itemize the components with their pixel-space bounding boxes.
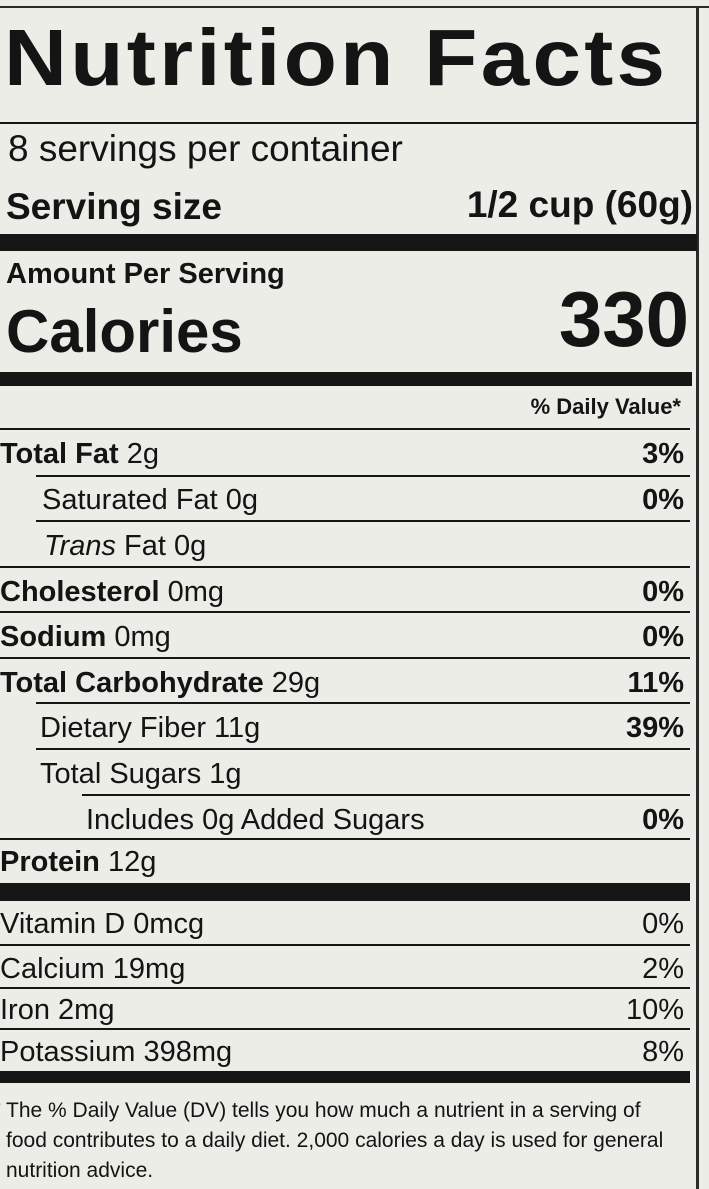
daily-value-header: % Daily Value* xyxy=(530,394,681,419)
daily-value-footnote: *The % Daily Value (DV) tells you how mu… xyxy=(0,1096,686,1186)
nutrient-row-total-sugars: Total Sugars 1g xyxy=(0,750,690,795)
nutrient-row-protein: Protein 12g xyxy=(0,838,690,883)
vitamin-row-iron: Iron 2mg 10% xyxy=(0,986,690,1031)
vitamin-daily-value: 10% xyxy=(625,994,684,1026)
calories-value: 330 xyxy=(558,275,689,363)
calories-thick-divider xyxy=(0,372,692,386)
footnote-thick-divider xyxy=(0,1071,690,1083)
row-divider xyxy=(0,838,690,840)
nutrient-daily-value: 11% xyxy=(627,667,684,699)
nutrient-label: Total Sugars 1g xyxy=(40,758,242,790)
row-divider xyxy=(0,611,690,613)
vitamin-label: Calcium 19mg xyxy=(0,953,186,985)
nutrient-row-added-sugars: Includes 0g Added Sugars 0% xyxy=(0,796,690,841)
footnote-marker: * xyxy=(0,1092,1,1122)
servings-per-container: 8 servings per container xyxy=(8,128,403,169)
label-top-border xyxy=(0,6,709,8)
vitamin-label: Potassium 398mg xyxy=(0,1036,233,1068)
nutrient-label: Dietary Fiber 11g xyxy=(40,712,261,744)
nutrient-label: Trans Fat 0g xyxy=(44,530,207,562)
calories-label: Calories xyxy=(6,298,243,365)
vitamin-row-potassium: Potassium 398mg 8% xyxy=(0,1028,690,1073)
nutrient-daily-value: 39% xyxy=(625,712,684,744)
row-divider xyxy=(36,520,690,522)
vitamin-row-vitamin-d: Vitamin D 0mcg 0% xyxy=(0,900,690,945)
nutrient-label: Total Fat 2g xyxy=(0,438,160,470)
row-divider xyxy=(0,944,690,946)
nutrient-label: Protein 12g xyxy=(0,846,157,878)
nutrient-label: Total Carbohydrate 29g xyxy=(0,667,321,699)
vitamin-daily-value: 2% xyxy=(642,953,684,985)
nutrient-daily-value: 0% xyxy=(642,621,684,653)
row-divider xyxy=(0,1028,690,1030)
nutrient-daily-value: 3% xyxy=(642,438,684,470)
nutrient-daily-value: 0% xyxy=(642,804,684,836)
row-divider xyxy=(0,657,690,659)
nutrient-row-dietary-fiber: Dietary Fiber 11g 39% xyxy=(0,704,690,749)
serving-size-thick-divider xyxy=(0,234,697,251)
nutrient-row-saturated-fat: Saturated Fat 0g 0% xyxy=(0,476,690,521)
nutrient-row-total-carbohydrate: Total Carbohydrate 29g 11% xyxy=(0,659,690,704)
nutrient-label: Saturated Fat 0g xyxy=(42,484,259,516)
row-divider xyxy=(82,794,690,796)
row-divider xyxy=(36,702,690,704)
vitamin-row-calcium: Calcium 19mg 2% xyxy=(0,945,690,990)
vitamin-label: Vitamin D 0mcg xyxy=(0,908,205,940)
amount-per-serving: Amount Per Serving xyxy=(6,258,285,290)
row-divider xyxy=(0,987,690,989)
label-title: Nutrition Facts xyxy=(4,13,669,102)
vitamin-daily-value: 8% xyxy=(642,1036,684,1068)
nutrient-label: Cholesterol 0mg xyxy=(0,576,225,608)
nutrient-row-cholesterol: Cholesterol 0mg 0% xyxy=(0,568,690,613)
nutrient-row-sodium: Sodium 0mg 0% xyxy=(0,613,690,658)
row-divider xyxy=(36,748,690,750)
nutrient-label: Sodium 0mg xyxy=(0,621,171,653)
dv-header-divider xyxy=(0,428,690,430)
row-divider xyxy=(0,566,690,568)
nutrient-daily-value: 0% xyxy=(642,576,684,608)
serving-size-value: 1/2 cup (60g) xyxy=(466,184,693,225)
footnote-text: The % Daily Value (DV) tells you how muc… xyxy=(6,1099,664,1182)
row-divider xyxy=(36,475,690,477)
serving-size-label: Serving size xyxy=(6,186,222,227)
label-right-border xyxy=(696,8,699,1189)
title-divider xyxy=(0,122,697,124)
vitamin-daily-value: 0% xyxy=(642,908,684,940)
nutrient-row-trans-fat: Trans Fat 0g xyxy=(0,522,690,567)
nutrient-row-total-fat: Total Fat 2g 3% xyxy=(0,430,690,475)
vitamin-label: Iron 2mg xyxy=(0,994,115,1026)
protein-thick-divider xyxy=(0,883,690,901)
nutrient-daily-value: 0% xyxy=(642,484,684,516)
nutrient-label: Includes 0g Added Sugars xyxy=(86,804,425,836)
